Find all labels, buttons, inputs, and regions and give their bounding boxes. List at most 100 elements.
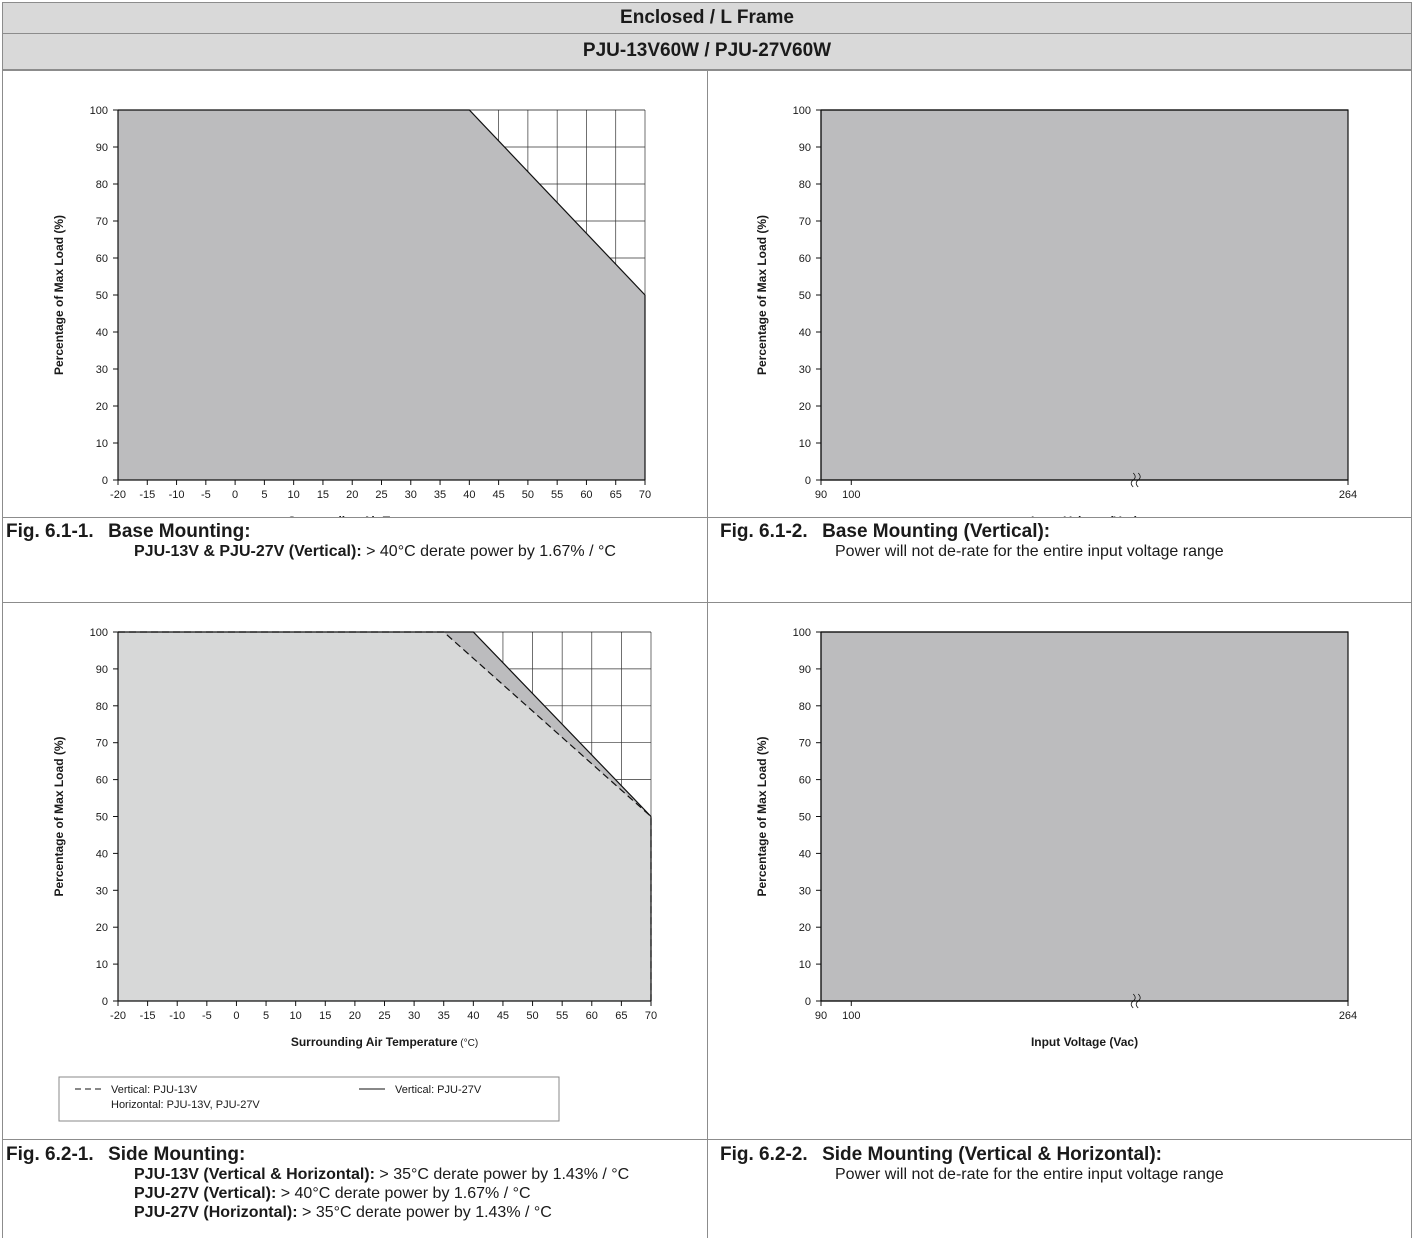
caption-cell-6-1-2 bbox=[707, 517, 1412, 603]
x-tick-label: 60 bbox=[580, 489, 592, 501]
x-tick-label: 90 bbox=[815, 1010, 827, 1022]
y-tick-label: 40 bbox=[799, 848, 811, 860]
y-tick-label: 0 bbox=[102, 475, 108, 487]
y-tick-label: 20 bbox=[96, 401, 108, 413]
chart-6-1-1: 0 10 20 30 40 50 60 70 80 90 100 -20 -15 -10 -5 0 5 10 15 2… bbox=[52, 105, 651, 528]
x-tick-label: -15 bbox=[139, 489, 155, 501]
y-tick-label: 90 bbox=[96, 142, 108, 154]
x-tick-label: 0 bbox=[232, 489, 238, 501]
series-area-0 bbox=[821, 110, 1348, 480]
y-tick-label: 80 bbox=[96, 179, 108, 191]
x-tick-label: 45 bbox=[492, 489, 504, 501]
x-tick-label: 55 bbox=[556, 1010, 568, 1022]
chart-cell-6-1-1: 0 10 20 30 40 50 60 70 80 90 100 -20 -15 -10 -5 0 5 10 15 2… bbox=[2, 70, 708, 528]
x-tick-label: 65 bbox=[610, 489, 622, 501]
legend-entry-label: Vertical: PJU-13V bbox=[111, 1084, 198, 1096]
figure-heading: Side Mounting: bbox=[108, 1144, 246, 1165]
y-tick-label: 0 bbox=[805, 996, 811, 1008]
chart-6-2-1: 0 10 20 30 40 50 60 70 80 90 100 -20 -15 -10 -5 0 5 10 15 2… bbox=[52, 627, 657, 1122]
x-axis-label: Input Voltage (Vac) bbox=[1031, 1035, 1138, 1049]
x-tick-label: 65 bbox=[615, 1010, 627, 1022]
x-tick-label: 70 bbox=[639, 489, 651, 501]
caption-line: Power will not de-rate for the entire in… bbox=[835, 543, 1224, 560]
y-tick-label: 40 bbox=[96, 327, 108, 339]
x-tick-label: 0 bbox=[233, 1010, 239, 1022]
x-tick-label: 35 bbox=[438, 1010, 450, 1022]
x-axis-unit: (°C) bbox=[458, 1038, 479, 1049]
y-axis-label: Percentage of Max Load (%) bbox=[52, 736, 66, 896]
x-tick-label: 70 bbox=[645, 1010, 657, 1022]
caption-cell-6-2-2 bbox=[707, 1139, 1412, 1238]
caption-6-1-1: Fig. 6.1-1. Base Mounting: PJU-13V & PJU… bbox=[6, 522, 706, 561]
x-tick-label: 10 bbox=[290, 1010, 302, 1022]
x-tick-label: 25 bbox=[375, 489, 387, 501]
y-tick-label: 50 bbox=[96, 812, 108, 824]
y-tick-label: 70 bbox=[96, 216, 108, 228]
x-tick-label: -15 bbox=[140, 1010, 156, 1022]
x-tick-label: 5 bbox=[263, 1010, 269, 1022]
y-tick-label: 40 bbox=[96, 848, 108, 860]
y-tick-label: 70 bbox=[96, 738, 108, 750]
figure-number: Fig. 6.1-2. bbox=[720, 521, 808, 542]
y-tick-label: 90 bbox=[799, 664, 811, 676]
y-tick-label: 100 bbox=[90, 627, 108, 639]
x-tick-label: 20 bbox=[349, 1010, 361, 1022]
y-tick-label: 80 bbox=[799, 701, 811, 713]
y-tick-label: 30 bbox=[96, 885, 108, 897]
x-tick-label: 40 bbox=[463, 489, 475, 501]
caption-6-2-1: Fig. 6.2-1. Side Mounting: PJU-13V (Vert… bbox=[6, 1145, 706, 1222]
x-tick-label: 50 bbox=[522, 489, 534, 501]
caption-line: PJU-27V (Horizontal): > 35°C derate powe… bbox=[134, 1204, 552, 1221]
y-tick-label: 20 bbox=[799, 401, 811, 413]
y-tick-label: 100 bbox=[793, 627, 811, 639]
y-tick-label: 10 bbox=[799, 438, 811, 450]
y-tick-label: 50 bbox=[799, 812, 811, 824]
x-tick-label: -10 bbox=[169, 1010, 185, 1022]
x-tick-label: 15 bbox=[317, 489, 329, 501]
y-tick-label: 80 bbox=[799, 179, 811, 191]
chart-cell-6-2-1: 0 10 20 30 40 50 60 70 80 90 100 -20 -15 -10 -5 0 5 10 15 2… bbox=[2, 602, 708, 1140]
y-tick-label: 20 bbox=[799, 922, 811, 934]
y-tick-label: 20 bbox=[96, 922, 108, 934]
caption-line: Power will not de-rate for the entire in… bbox=[835, 1166, 1224, 1183]
y-tick-label: 70 bbox=[799, 738, 811, 750]
model-title: PJU-13V60W / PJU-27V60W bbox=[2, 34, 1412, 70]
x-tick-label: 25 bbox=[378, 1010, 390, 1022]
y-tick-label: 100 bbox=[90, 105, 108, 117]
caption-cell-6-2-1 bbox=[2, 1139, 708, 1238]
x-tick-label: 10 bbox=[288, 489, 300, 501]
figure-heading: Side Mounting (Vertical & Horizontal): bbox=[822, 1144, 1162, 1165]
y-tick-label: 0 bbox=[805, 475, 811, 487]
y-tick-label: 60 bbox=[96, 253, 108, 265]
x-tick-label: -5 bbox=[201, 489, 211, 501]
axis-break-mark bbox=[1130, 993, 1141, 1009]
y-tick-label: 40 bbox=[799, 327, 811, 339]
y-tick-label: 50 bbox=[799, 290, 811, 302]
figure-number: Fig. 6.2-1. bbox=[6, 1144, 94, 1165]
x-tick-label: 100 bbox=[842, 1010, 860, 1022]
y-tick-label: 90 bbox=[96, 664, 108, 676]
chart-cell-6-1-2: 0 10 20 30 40 50 60 70 80 90 100 90 100 264 Percentage… bbox=[707, 70, 1412, 528]
x-tick-label: 40 bbox=[467, 1010, 479, 1022]
x-tick-label: 20 bbox=[346, 489, 358, 501]
x-tick-label: 60 bbox=[586, 1010, 598, 1022]
x-tick-label: 45 bbox=[497, 1010, 509, 1022]
x-tick-label: -10 bbox=[169, 489, 185, 501]
y-tick-label: 10 bbox=[96, 438, 108, 450]
x-tick-label: 55 bbox=[551, 489, 563, 501]
y-tick-label: 50 bbox=[96, 290, 108, 302]
y-tick-label: 60 bbox=[799, 253, 811, 265]
chart-6-1-2: 0 10 20 30 40 50 60 70 80 90 100 90 100 264 Percentage… bbox=[755, 105, 1357, 528]
y-tick-label: 10 bbox=[799, 959, 811, 971]
x-axis-label: Surrounding Air Temperature (°C) bbox=[291, 1035, 478, 1049]
chart-cell-6-2-2: 0 10 20 30 40 50 60 70 80 90 100 90 100 264 Percentage… bbox=[707, 602, 1412, 1140]
x-tick-label: 15 bbox=[319, 1010, 331, 1022]
x-tick-label: 30 bbox=[408, 1010, 420, 1022]
figure-heading: Base Mounting: bbox=[108, 521, 251, 542]
caption-6-1-2: Fig. 6.1-2. Base Mounting (Vertical): Po… bbox=[720, 522, 1410, 561]
y-tick-label: 100 bbox=[793, 105, 811, 117]
caption-line: PJU-13V (Vertical & Horizontal): > 35°C … bbox=[134, 1166, 630, 1183]
legend-entry-label: Horizontal: PJU-13V, PJU-27V bbox=[111, 1099, 260, 1111]
x-tick-label: 30 bbox=[405, 489, 417, 501]
